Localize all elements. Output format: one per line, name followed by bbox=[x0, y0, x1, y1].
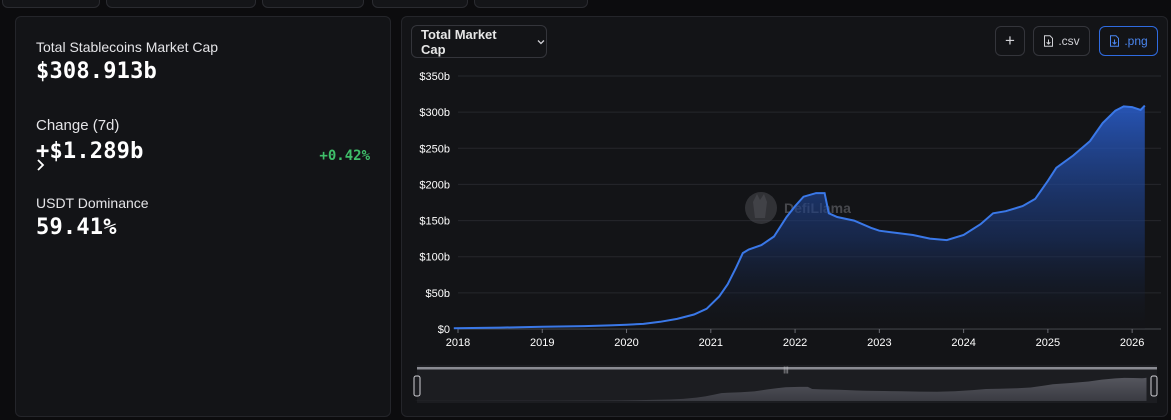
top-tab[interactable] bbox=[2, 0, 100, 8]
market-cap-line bbox=[453, 104, 1146, 330]
download-csv-label: .csv bbox=[1058, 34, 1080, 48]
y-tick-label: $50b bbox=[426, 288, 450, 300]
x-tick-label: 2019 bbox=[530, 337, 554, 349]
usdt-dominance-label: USDT Dominance bbox=[36, 195, 149, 211]
download-png-label: .png bbox=[1124, 34, 1148, 48]
add-button[interactable]: + bbox=[995, 26, 1025, 56]
chevron-down-icon bbox=[537, 39, 545, 44]
y-tick-label: $0 bbox=[438, 324, 450, 336]
range-navigator[interactable]: ||| bbox=[413, 365, 1158, 403]
download-csv-button[interactable]: .csv bbox=[1033, 26, 1090, 56]
market-cap-chart: $0 $50b $100b $150b $200b $250b $300b $350b 201… bbox=[413, 71, 1161, 403]
y-tick-label: $100b bbox=[419, 252, 450, 264]
x-tick-label: 2025 bbox=[1036, 337, 1060, 349]
total-marketcap-value: $308.913b bbox=[36, 59, 158, 84]
x-tick-label: 2023 bbox=[867, 337, 891, 349]
change-7d-percent: +0.42% bbox=[319, 148, 370, 164]
top-tab[interactable] bbox=[372, 0, 468, 8]
metric-dropdown-label: Total Market Cap bbox=[421, 26, 497, 57]
navigator-top-bar[interactable] bbox=[417, 367, 1157, 370]
file-download-icon bbox=[1044, 35, 1054, 47]
change-7d-label: Change (7d) bbox=[36, 117, 120, 134]
chevron-right-icon[interactable] bbox=[36, 158, 46, 172]
top-strip bbox=[0, 0, 1171, 8]
download-png-button[interactable]: .png bbox=[1099, 26, 1158, 56]
x-tick-label: 2024 bbox=[951, 337, 975, 349]
usdt-dominance-value: 59.41% bbox=[36, 215, 117, 240]
top-tab[interactable] bbox=[474, 0, 588, 8]
llama-logo-icon bbox=[745, 192, 777, 224]
top-tab[interactable] bbox=[106, 0, 256, 8]
y-axis: $0 $50b $100b $150b $200b $250b $300b $350b bbox=[419, 71, 450, 336]
change-7d-value: +$1.289b bbox=[36, 139, 144, 164]
navigator-right-handle[interactable] bbox=[1150, 375, 1158, 397]
metric-dropdown[interactable]: Total Market Cap bbox=[411, 25, 547, 58]
x-tick-label: 2018 bbox=[446, 337, 470, 349]
total-marketcap-label: Total Stablecoins Market Cap bbox=[36, 39, 219, 55]
x-tick-label: 2021 bbox=[699, 337, 723, 349]
y-tick-label: $250b bbox=[419, 143, 450, 155]
top-tab[interactable] bbox=[262, 0, 364, 8]
navigator-area bbox=[415, 377, 1147, 401]
y-tick-label: $300b bbox=[419, 107, 450, 119]
y-tick-label: $200b bbox=[419, 179, 450, 191]
x-tick-label: 2026 bbox=[1120, 337, 1144, 349]
x-tick-label: 2022 bbox=[783, 337, 807, 349]
stats-panel: Total Stablecoins Market Cap $308.913b C… bbox=[15, 16, 391, 417]
add-button-label: + bbox=[1005, 31, 1015, 50]
market-cap-area bbox=[453, 105, 1145, 329]
x-axis: 2018 2019 2020 2021 2022 2023 2024 2025 2026 bbox=[446, 329, 1144, 349]
x-tick-label: 2020 bbox=[614, 337, 638, 349]
y-tick-label: $350b bbox=[419, 71, 450, 83]
navigator-grip-icon[interactable]: ||| bbox=[783, 367, 789, 374]
navigator-left-handle[interactable] bbox=[413, 375, 421, 397]
y-tick-label: $150b bbox=[419, 216, 450, 228]
file-download-icon bbox=[1110, 35, 1120, 47]
